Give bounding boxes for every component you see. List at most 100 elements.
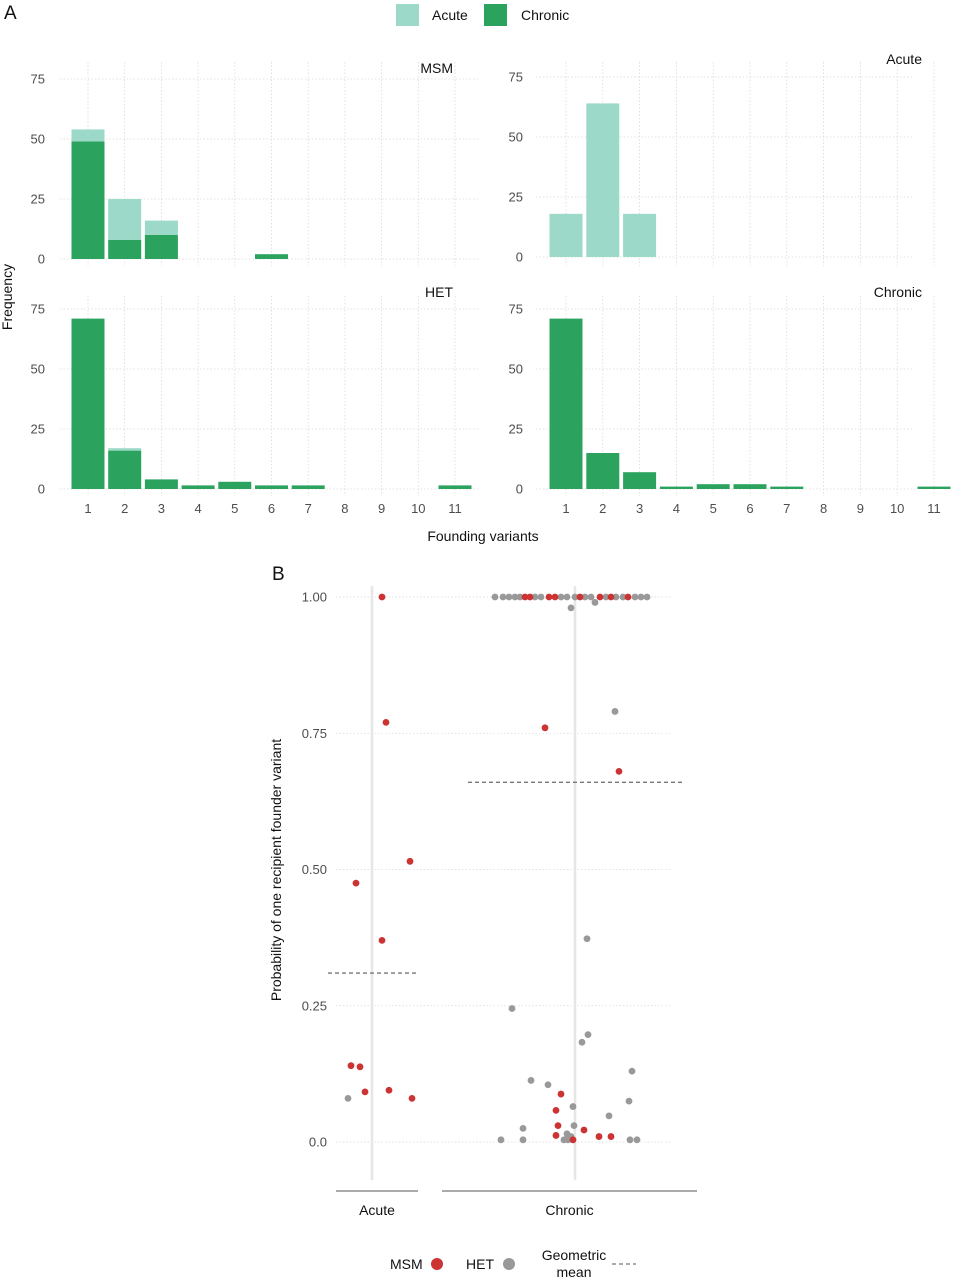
panel-label-b: B bbox=[272, 564, 285, 585]
y-tick-label: 75 bbox=[31, 72, 45, 87]
bar-chronic bbox=[291, 485, 325, 489]
point-het bbox=[591, 599, 599, 606]
bar-acute bbox=[586, 103, 620, 258]
point-het bbox=[602, 593, 610, 601]
x-tick-label: 3 bbox=[158, 501, 165, 516]
point-het bbox=[497, 1136, 505, 1144]
point-msm bbox=[352, 879, 360, 887]
point-het bbox=[537, 593, 545, 601]
y-tick-label: 50 bbox=[31, 132, 45, 147]
legend-het-key bbox=[503, 1258, 515, 1270]
point-msm bbox=[615, 768, 623, 775]
point-het bbox=[567, 604, 575, 612]
point-het bbox=[581, 593, 589, 601]
facet-het: 0 25 50 75 HET 1 2 3 4 5 6 7 8 9 10 11 bbox=[31, 284, 478, 516]
point-msm bbox=[624, 593, 632, 601]
point-msm bbox=[607, 593, 615, 601]
point-het bbox=[491, 593, 499, 601]
facet-strip-label: HET bbox=[425, 284, 453, 300]
y-tick-label: 75 bbox=[509, 302, 523, 317]
bar-chronic bbox=[659, 486, 693, 489]
point-msm bbox=[552, 1132, 560, 1139]
bar-chronic bbox=[71, 141, 105, 259]
x-tick-label: 10 bbox=[411, 501, 425, 516]
facet-strip-label: Chronic bbox=[874, 284, 922, 300]
legend-geometric-mean-label: Geometric mean bbox=[542, 1247, 607, 1280]
bar-acute bbox=[108, 199, 142, 240]
bar-chronic bbox=[144, 479, 178, 489]
point-msm bbox=[552, 1106, 560, 1114]
point-het bbox=[587, 593, 595, 601]
point-msm bbox=[557, 1090, 565, 1098]
y-tick-label: 0.25 bbox=[302, 998, 327, 1013]
point-het bbox=[583, 935, 591, 943]
point-het bbox=[578, 1038, 586, 1046]
bar-chronic bbox=[71, 318, 105, 489]
legend-geometric-mean-label-line: Geometric bbox=[542, 1247, 607, 1263]
legend-geometric-mean-label-line: mean bbox=[556, 1264, 591, 1280]
x-tick-label: 3 bbox=[636, 501, 643, 516]
panel-a-y-axis-label: Frequency bbox=[0, 264, 15, 330]
y-tick-label: 0 bbox=[38, 252, 45, 267]
x-tick-label: 9 bbox=[378, 501, 385, 516]
x-tick-label: 5 bbox=[710, 501, 717, 516]
point-het bbox=[527, 1077, 535, 1084]
point-het bbox=[611, 708, 619, 715]
point-msm bbox=[545, 593, 553, 601]
y-tick-label: 50 bbox=[31, 362, 45, 377]
y-tick-label: 25 bbox=[31, 422, 45, 437]
point-het bbox=[563, 593, 571, 601]
point-het bbox=[619, 593, 627, 601]
x-category-label: Acute bbox=[359, 1202, 395, 1218]
point-msm bbox=[576, 593, 584, 601]
point-msm bbox=[378, 936, 386, 944]
point-msm bbox=[378, 593, 386, 601]
x-tick-label: 11 bbox=[927, 501, 941, 516]
x-tick-label: 9 bbox=[857, 501, 864, 516]
point-msm bbox=[595, 1133, 603, 1140]
x-tick-label: 2 bbox=[599, 501, 606, 516]
x-tick-label: 7 bbox=[783, 501, 790, 516]
bar-chronic bbox=[586, 453, 620, 489]
bar-chronic bbox=[218, 481, 252, 489]
y-tick-label: 50 bbox=[509, 130, 523, 145]
y-tick-label: 0.75 bbox=[302, 726, 327, 741]
x-tick-label: 2 bbox=[121, 501, 128, 516]
x-tick-label: 10 bbox=[890, 501, 904, 516]
point-het bbox=[626, 1136, 634, 1144]
point-het bbox=[564, 1136, 572, 1144]
point-msm bbox=[521, 593, 529, 601]
x-category-label: Chronic bbox=[545, 1202, 593, 1218]
bar-chronic bbox=[108, 450, 142, 489]
point-msm bbox=[607, 1133, 615, 1140]
legend-msm-key bbox=[431, 1258, 443, 1270]
point-het bbox=[633, 1136, 641, 1144]
x-tick-label: 1 bbox=[84, 501, 91, 516]
x-tick-label: 1 bbox=[562, 501, 569, 516]
point-msm bbox=[569, 1136, 577, 1144]
point-het bbox=[519, 1136, 527, 1144]
panel-b-y-axis-label: Probability of one recipient founder var… bbox=[268, 739, 284, 1001]
point-het bbox=[628, 1067, 636, 1075]
point-het bbox=[344, 1095, 352, 1102]
facet-chronic: 0 25 50 75 Chronic 1 2 3 4 5 6 7 8 9 10 11 bbox=[509, 284, 951, 516]
facet-msm: 0 25 50 75 MSM bbox=[31, 60, 478, 267]
legend-chronic-key bbox=[484, 4, 507, 26]
point-msm bbox=[551, 593, 559, 601]
y-tick-label: 0 bbox=[38, 482, 45, 497]
point-het bbox=[569, 1103, 577, 1110]
y-tick-label: 75 bbox=[31, 302, 45, 317]
point-msm bbox=[596, 593, 604, 601]
point-het bbox=[499, 593, 507, 601]
facet-strip-label: MSM bbox=[420, 60, 453, 76]
bar-acute bbox=[71, 129, 105, 142]
y-tick-label: 50 bbox=[509, 362, 523, 377]
legend-chronic-label: Chronic bbox=[521, 7, 569, 23]
point-msm bbox=[526, 593, 534, 601]
x-tick-label: 11 bbox=[448, 501, 462, 516]
legend-msm-label: MSM bbox=[390, 1256, 423, 1272]
point-msm bbox=[541, 724, 549, 732]
y-tick-label: 0 bbox=[516, 482, 523, 497]
bar-acute bbox=[144, 220, 178, 235]
